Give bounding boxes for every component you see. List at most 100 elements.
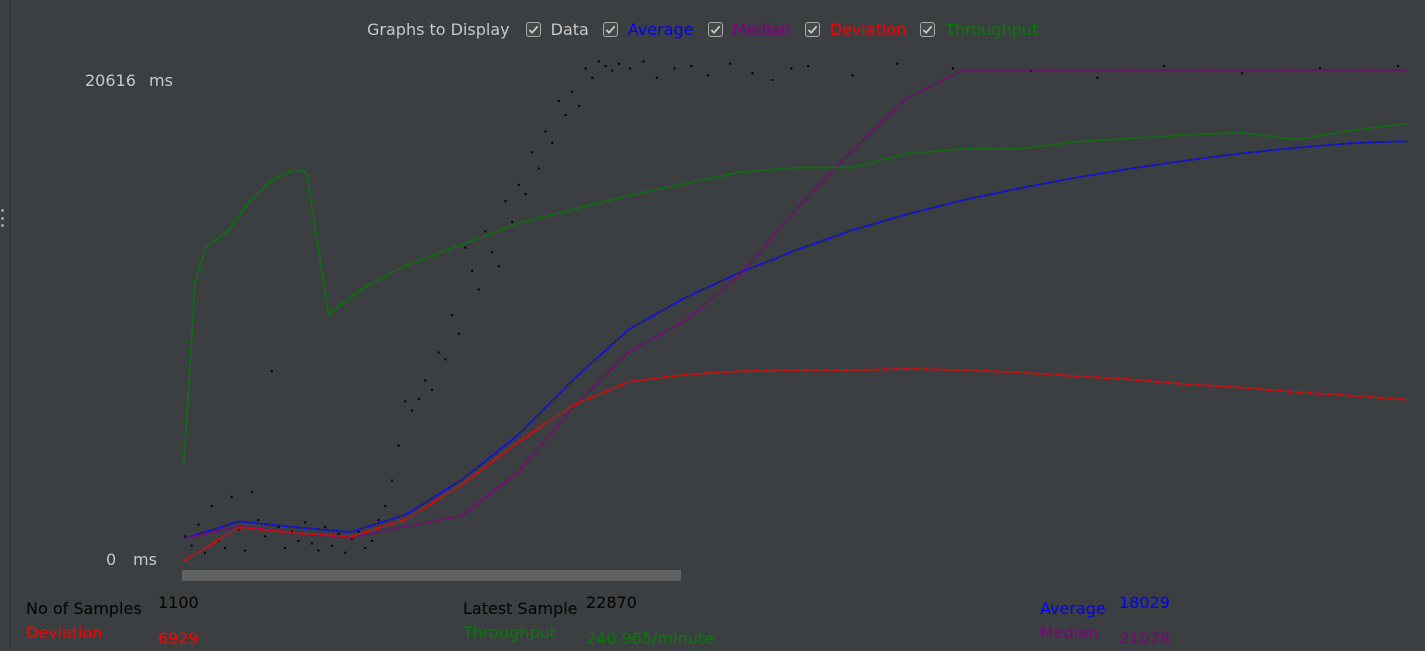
check-icon [807, 25, 817, 34]
horizontal-scrollbar[interactable] [182, 570, 681, 581]
data-sample-point [611, 69, 614, 72]
data-sample-point [790, 67, 793, 70]
left-splitter[interactable] [0, 0, 11, 651]
data-sample-point [337, 533, 340, 536]
data-sample-point [690, 65, 693, 68]
data-sample-point [384, 505, 387, 508]
no-of-samples-label: No of Samples [26, 599, 142, 618]
data-sample-point [584, 67, 587, 70]
data-sample-point [350, 537, 353, 540]
data-sample-point [491, 251, 494, 254]
checkbox-data[interactable]: Data [525, 19, 589, 39]
data-sample-point [544, 130, 547, 133]
data-sample-point [564, 114, 567, 116]
data-sample-point [517, 183, 520, 186]
y-axis-max-tick: 20616 [85, 71, 136, 90]
latest-sample-label: Latest Sample [463, 599, 578, 618]
checkbox-throughput-box[interactable] [920, 21, 936, 37]
check-icon [923, 25, 933, 34]
checkbox-deviation[interactable]: Deviation [804, 19, 907, 39]
data-sample-point [237, 528, 240, 531]
data-sample-point [1319, 67, 1321, 70]
data-sample-point [370, 540, 373, 542]
y-axis-min-unit: ms [133, 550, 157, 569]
data-sample-point [464, 246, 467, 249]
checkbox-median-box[interactable] [707, 21, 723, 37]
checkbox-data-box[interactable] [525, 21, 541, 37]
data-sample-point [424, 379, 427, 382]
throughput-stat-label: Throughput [463, 623, 556, 642]
checkbox-throughput[interactable]: Throughput [920, 20, 1038, 39]
series-line-throughput [183, 122, 1409, 464]
data-sample-point [204, 551, 206, 554]
checkbox-deviation-label: Deviation [829, 19, 907, 39]
data-sample-point [364, 547, 367, 549]
check-icon [710, 25, 720, 34]
data-sample-point [551, 141, 554, 144]
data-sample-point [270, 370, 273, 373]
data-sample-point [297, 540, 300, 542]
data-sample-point [190, 544, 193, 547]
no-of-samples-value: 1100 [158, 593, 199, 612]
data-sample-point [451, 314, 454, 317]
data-sample-point [511, 221, 514, 224]
average-stat-label: Average [1040, 599, 1106, 618]
data-sample-point [604, 65, 607, 68]
data-sample-point [444, 358, 447, 361]
data-sample-point [497, 265, 500, 268]
check-icon [528, 25, 538, 34]
checkbox-average-box[interactable] [602, 21, 618, 37]
data-sample-point [417, 398, 420, 400]
data-sample-point [531, 151, 534, 154]
data-sample-point [571, 90, 574, 93]
data-sample-point [537, 167, 540, 170]
data-sample-point [1096, 76, 1099, 79]
data-sample-point [484, 230, 487, 233]
data-sample-point [655, 76, 658, 79]
data-sample-point [184, 535, 186, 538]
data-sample-point [284, 547, 287, 549]
data-sample-point [404, 400, 407, 403]
data-sample-point [197, 523, 200, 526]
data-sample-point [557, 100, 560, 102]
data-sample-point [707, 74, 709, 77]
checkbox-throughput-label: Throughput [945, 19, 1039, 39]
throughput-stat-value: 240.965/minute [586, 629, 714, 648]
data-sample-point [504, 200, 507, 203]
data-sample-point [524, 193, 527, 196]
series-line-deviation [183, 367, 1409, 562]
data-sample-point [310, 542, 313, 545]
data-sample-point [397, 444, 400, 447]
checkbox-average-label: Average [627, 19, 694, 39]
checkbox-median[interactable]: Median [707, 19, 791, 39]
checkbox-median-label: Median [732, 19, 791, 39]
data-sample-point [244, 549, 247, 552]
graphs-to-display-bar: Graphs to Display Data Average Median De… [367, 14, 1052, 44]
data-sample-point [642, 60, 645, 63]
data-sample-point [951, 67, 954, 70]
data-sample-point [477, 288, 480, 291]
data-sample-point [290, 530, 293, 533]
data-sample-point [391, 479, 393, 482]
data-sample-point [807, 65, 810, 68]
data-sample-point [457, 332, 460, 335]
average-stat-value: 18029 [1119, 593, 1170, 612]
checkbox-data-label: Data [550, 19, 589, 39]
data-sample-point [591, 76, 594, 79]
data-sample-point [217, 540, 220, 542]
y-axis-min-tick: 0 [106, 550, 117, 569]
splitter-grip-icon[interactable] [1, 209, 5, 227]
data-sample-point [1163, 65, 1166, 68]
y-axis-max-unit: ms [149, 71, 173, 90]
median-stat-label: Median [1040, 623, 1099, 642]
checkbox-average[interactable]: Average [602, 19, 694, 39]
deviation-stat-value: 6929 [158, 629, 199, 648]
data-sample-point [577, 104, 580, 107]
data-sample-point [344, 551, 347, 554]
data-sample-point [230, 495, 233, 498]
checkbox-deviation-box[interactable] [804, 21, 820, 37]
data-sample-point [210, 505, 213, 508]
data-sample-point [471, 270, 474, 272]
data-sample-point [330, 544, 333, 547]
